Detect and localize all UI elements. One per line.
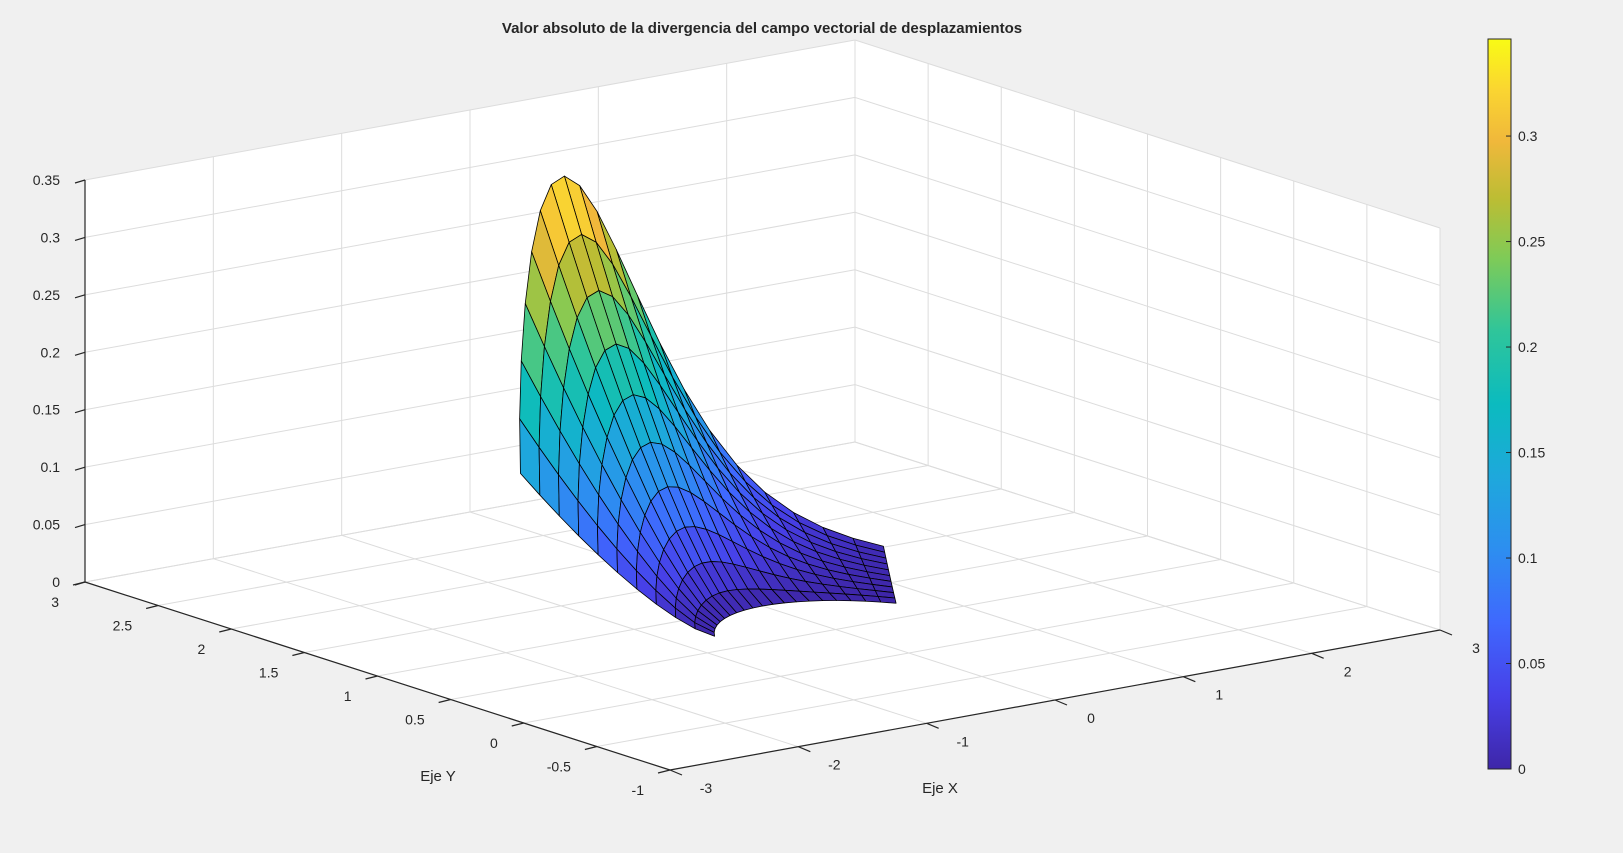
x-tick-label: 2 — [1344, 663, 1352, 679]
y-tick — [584, 745, 598, 751]
surface-face — [877, 596, 897, 604]
x-tick-label: 1 — [1215, 687, 1223, 703]
floor-gridline-y — [158, 465, 929, 606]
x-tick-label: 3 — [1472, 640, 1480, 656]
wall-gridline-z — [854, 441, 1441, 631]
x-tick-label: -1 — [956, 733, 969, 749]
z-tick — [74, 294, 86, 299]
chart-title: Valor absoluto de la divergencia del cam… — [502, 20, 1022, 37]
wall-gridline-z — [84, 326, 856, 468]
floor-gridline-y — [450, 559, 1221, 700]
colorbar-tick-label: 0 — [1518, 761, 1526, 777]
z-tick — [74, 523, 86, 529]
z-tick-label: 0.2 — [41, 344, 61, 360]
wall-gridline-z — [854, 269, 1441, 459]
y-tick-label: -0.5 — [547, 759, 571, 775]
x-tick-label: -2 — [828, 757, 841, 773]
colorbar-tick-label: 0.15 — [1518, 445, 1545, 461]
z-tick-label: 0.1 — [41, 459, 61, 475]
colorbar-gradient — [1487, 38, 1512, 770]
x-tick — [1439, 629, 1453, 636]
y-tick — [219, 628, 232, 633]
y-tick-label: 3 — [51, 594, 59, 610]
x-tick — [1311, 652, 1324, 659]
surface-plot — [519, 175, 897, 637]
colorbar-tick-label: 0.3 — [1518, 128, 1538, 144]
wall-gridline-z — [854, 326, 1441, 516]
y-tick-label: -1 — [632, 782, 645, 798]
wall-gridline-z — [854, 211, 1441, 401]
x-axis-label: Eje X — [922, 780, 958, 797]
x-tick — [926, 722, 939, 729]
axes-3d[interactable] — [72, 39, 1453, 776]
wall-gridline-z — [854, 96, 1441, 286]
surface-face — [694, 622, 715, 637]
y-tick — [72, 581, 86, 586]
wall-gridline-z — [84, 384, 856, 526]
y-tick-label: 0 — [490, 735, 498, 751]
floor-gridline-y — [596, 606, 1367, 747]
wall-gridline-z — [84, 211, 856, 353]
y-axis-label: Eje Y — [420, 768, 456, 785]
wall-gridline-z — [84, 269, 856, 411]
x-tick — [798, 746, 811, 753]
axes-background — [85, 40, 1440, 770]
y-tick — [292, 651, 305, 657]
y-tick — [145, 604, 159, 610]
z-tick-label: 0 — [52, 574, 60, 590]
z-tick-label: 0.35 — [33, 172, 60, 188]
z-tick-label: 0.15 — [33, 402, 60, 418]
wall-gridline-z — [84, 39, 856, 181]
y-tick — [365, 675, 378, 680]
colorbar[interactable]: 0 0.05 0.1 0.15 0.2 0.25 0.3 — [1487, 38, 1545, 777]
colorbar-tick-label: 0.1 — [1518, 550, 1538, 566]
y-tick — [511, 722, 524, 727]
wall-gridline-z — [854, 384, 1441, 574]
y-tick-label: 1 — [344, 688, 352, 704]
colorbar-tick-label: 0.05 — [1518, 656, 1545, 672]
x-tick-label: -3 — [700, 780, 713, 796]
y-tick-label: 0.5 — [405, 712, 425, 728]
wall-gridline-z — [84, 154, 856, 296]
y-tick-label: 1.5 — [259, 665, 279, 681]
y-tick-label: 2.5 — [113, 618, 133, 634]
x-tick — [1054, 699, 1068, 706]
z-tick-label: 0.25 — [33, 287, 60, 303]
floor-gridline-y — [523, 582, 1294, 724]
z-tick — [74, 351, 86, 356]
z-tick-label: 0.3 — [41, 229, 61, 245]
y-tick — [657, 769, 671, 774]
axis-ticks: 0 0.05 0.1 0.15 0.2 0.25 0.3 0.35 -1 -0.5 0 0.5 1 1.5… — [33, 172, 1480, 798]
x-tick-label: 0 — [1087, 710, 1095, 726]
z-tick — [74, 236, 86, 242]
colorbar-tick-label: 0.25 — [1518, 234, 1545, 250]
x-tick — [669, 769, 683, 776]
wall-gridline-z — [854, 154, 1441, 344]
z-tick — [74, 179, 86, 184]
z-tick-label: 0.05 — [33, 517, 60, 533]
wall-gridline-z — [84, 96, 856, 238]
y-tick-label: 2 — [197, 641, 205, 657]
colorbar-tick-label: 0.2 — [1518, 339, 1538, 355]
z-tick — [74, 409, 86, 414]
z-tick — [74, 466, 86, 471]
wall-gridline-z — [854, 39, 1441, 229]
x-tick — [1183, 676, 1196, 683]
y-tick — [438, 698, 451, 704]
